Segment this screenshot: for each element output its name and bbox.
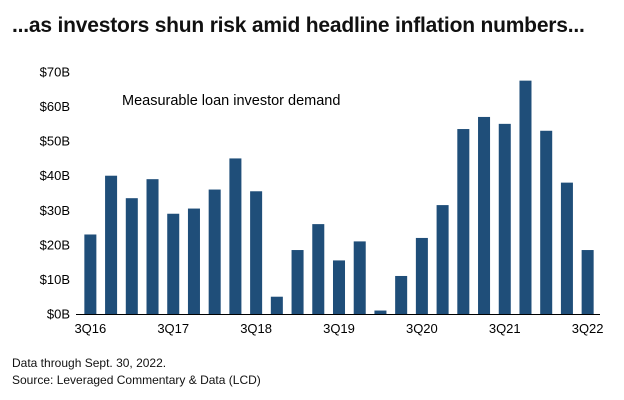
bar-4Q18 <box>270 296 283 314</box>
bar-2Q20 <box>395 275 408 314</box>
x-tick-label: 3Q16 <box>74 321 106 336</box>
y-tick-label: $70B <box>40 65 70 80</box>
footer-note: Data through Sept. 30, 2022. <box>12 356 167 370</box>
bar-3Q20 <box>415 237 428 314</box>
y-tick-label: $10B <box>40 272 70 287</box>
y-tick-label: $20B <box>40 237 70 252</box>
bars <box>84 80 594 315</box>
bar-1Q21 <box>457 129 470 314</box>
x-tick-label: 3Q21 <box>489 321 521 336</box>
bar-2Q17 <box>146 179 159 314</box>
bar-3Q16 <box>84 234 97 314</box>
bar-1Q20 <box>374 310 387 314</box>
bar-4Q20 <box>436 205 449 314</box>
bar-4Q16 <box>105 175 118 314</box>
x-tick-label: 3Q18 <box>240 321 272 336</box>
headline: ...as investors shun risk amid headline … <box>12 14 585 37</box>
bar-3Q22 <box>581 250 594 314</box>
bar-3Q18 <box>250 191 263 314</box>
bar-4Q21 <box>519 80 532 315</box>
y-tick-label: $50B <box>40 134 70 149</box>
bar-3Q17 <box>167 213 180 314</box>
bar-4Q17 <box>187 208 200 314</box>
y-axis-ticks: $0B $10B $20B $30B $40B $50B $60B $70B <box>40 65 70 322</box>
y-tick-label: $0B <box>47 307 70 322</box>
chart-annotation: Measurable loan investor demand <box>122 93 340 109</box>
bar-2Q18 <box>229 158 242 314</box>
bar-2Q21 <box>478 116 491 314</box>
x-tick-label: 3Q20 <box>406 321 438 336</box>
bar-2Q19 <box>312 224 325 314</box>
bar-2Q22 <box>560 182 573 314</box>
bar-1Q19 <box>291 250 304 314</box>
bar-3Q19 <box>332 260 346 314</box>
x-tick-label: 3Q19 <box>323 321 355 336</box>
y-tick-label: $30B <box>40 203 70 218</box>
x-tick-label: 3Q22 <box>572 321 604 336</box>
x-tick-label: 3Q17 <box>157 321 189 336</box>
bar-4Q19 <box>353 241 366 314</box>
y-tick-label: $40B <box>40 168 70 183</box>
bar-1Q18 <box>208 189 221 314</box>
bar-1Q22 <box>540 130 553 314</box>
bar-3Q21 <box>498 123 511 314</box>
x-axis-ticks: 3Q16 3Q17 3Q18 3Q19 3Q20 3Q21 3Q22 <box>74 321 603 336</box>
y-tick-label: $60B <box>40 99 70 114</box>
bar-1Q17 <box>125 198 138 314</box>
footer-source: Source: Leveraged Commentary & Data (LCD… <box>12 373 261 387</box>
